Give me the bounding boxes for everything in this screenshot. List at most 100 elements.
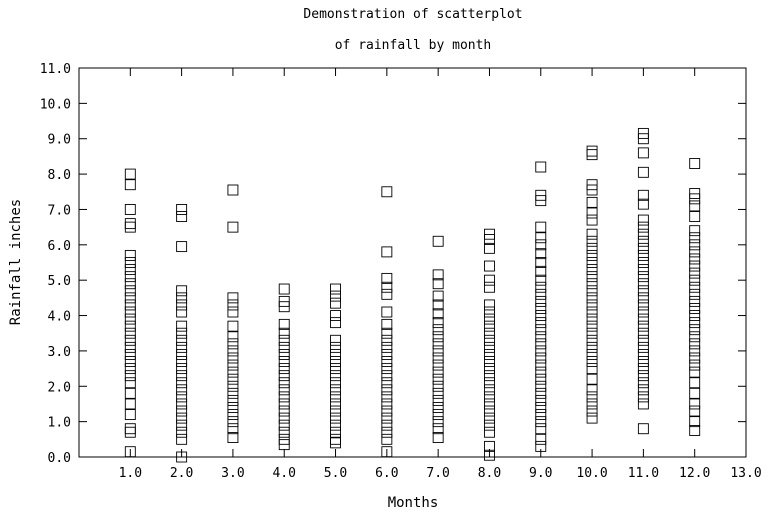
data-point — [484, 356, 495, 367]
data-point — [637, 423, 649, 435]
data-point — [484, 299, 495, 311]
data-point — [381, 327, 393, 339]
data-point — [535, 295, 547, 307]
data-point — [227, 221, 239, 233]
y-tick-label: 5.0 — [48, 274, 71, 289]
y-tick-label: 2.0 — [48, 380, 71, 395]
x-tick-label: 9.0 — [529, 466, 552, 481]
data-point — [278, 341, 290, 353]
data-point — [586, 184, 598, 196]
data-point — [124, 221, 136, 233]
data-point — [586, 334, 598, 346]
data-point — [637, 198, 649, 210]
data-point — [637, 384, 649, 396]
data-point — [278, 370, 290, 382]
data-point — [227, 423, 239, 435]
data-point — [432, 331, 444, 343]
data-point — [176, 426, 188, 438]
data-point — [637, 320, 649, 332]
data-point — [124, 363, 136, 375]
y-tick-label: 6.0 — [48, 239, 71, 254]
data-point — [176, 405, 188, 417]
data-point — [535, 274, 547, 286]
data-point — [689, 193, 701, 205]
data-point — [689, 274, 701, 286]
data-point — [484, 234, 495, 245]
data-point — [637, 327, 649, 339]
data-point — [637, 377, 649, 389]
data-point — [278, 363, 290, 375]
data-point — [689, 225, 701, 237]
data-point — [484, 348, 495, 360]
data-point — [535, 352, 547, 364]
data-point — [535, 394, 547, 406]
data-point — [227, 331, 239, 343]
data-point — [330, 437, 341, 449]
data-point — [637, 278, 649, 290]
y-tick-label: 3.0 — [48, 345, 71, 360]
data-point — [484, 334, 495, 346]
data-point — [432, 278, 444, 290]
data-point — [689, 246, 701, 258]
data-point — [432, 235, 444, 247]
data-point — [586, 348, 598, 360]
data-point — [637, 370, 649, 382]
data-point — [484, 449, 495, 461]
data-point — [381, 341, 393, 353]
data-point — [227, 416, 239, 428]
data-point — [484, 260, 495, 272]
data-point — [227, 373, 239, 385]
data-point — [484, 384, 495, 396]
data-point — [535, 232, 547, 244]
data-point — [432, 409, 444, 421]
data-point — [689, 317, 701, 329]
data-point — [637, 285, 649, 297]
data-point — [586, 285, 598, 297]
data-point — [586, 257, 598, 268]
data-point — [381, 246, 393, 258]
data-point — [227, 394, 239, 406]
data-point — [689, 387, 701, 399]
data-point — [637, 249, 649, 261]
data-point — [381, 356, 393, 367]
data-point — [689, 158, 701, 169]
data-point — [586, 242, 598, 254]
data-point — [637, 348, 649, 360]
data-point — [176, 412, 188, 424]
data-point — [381, 433, 393, 445]
data-point — [535, 195, 547, 207]
data-point — [227, 338, 239, 350]
data-point — [330, 341, 341, 353]
data-point — [689, 366, 701, 378]
data-point — [278, 327, 290, 339]
data-point — [586, 235, 598, 247]
data-point — [535, 402, 547, 413]
data-point — [586, 145, 598, 157]
data-point — [124, 264, 136, 276]
data-point — [124, 204, 136, 215]
data-point — [535, 324, 547, 336]
data-point — [176, 391, 188, 403]
data-point — [124, 271, 136, 283]
data-point — [330, 348, 341, 360]
data-point — [535, 257, 547, 268]
data-point — [484, 313, 495, 325]
data-point — [586, 264, 598, 276]
data-point — [484, 419, 495, 431]
data-point — [432, 359, 444, 371]
data-point — [124, 348, 136, 360]
data-point — [586, 412, 598, 424]
data-point — [278, 283, 290, 295]
data-point — [484, 327, 495, 339]
data-point — [124, 446, 136, 458]
data-point — [381, 384, 393, 396]
data-point — [689, 425, 701, 436]
data-point — [432, 345, 444, 357]
data-point — [176, 241, 188, 253]
data-point — [535, 303, 547, 314]
data-point — [637, 214, 649, 226]
data-point — [535, 433, 547, 445]
data-point — [586, 405, 598, 417]
data-point — [535, 416, 547, 428]
data-point — [124, 409, 136, 421]
